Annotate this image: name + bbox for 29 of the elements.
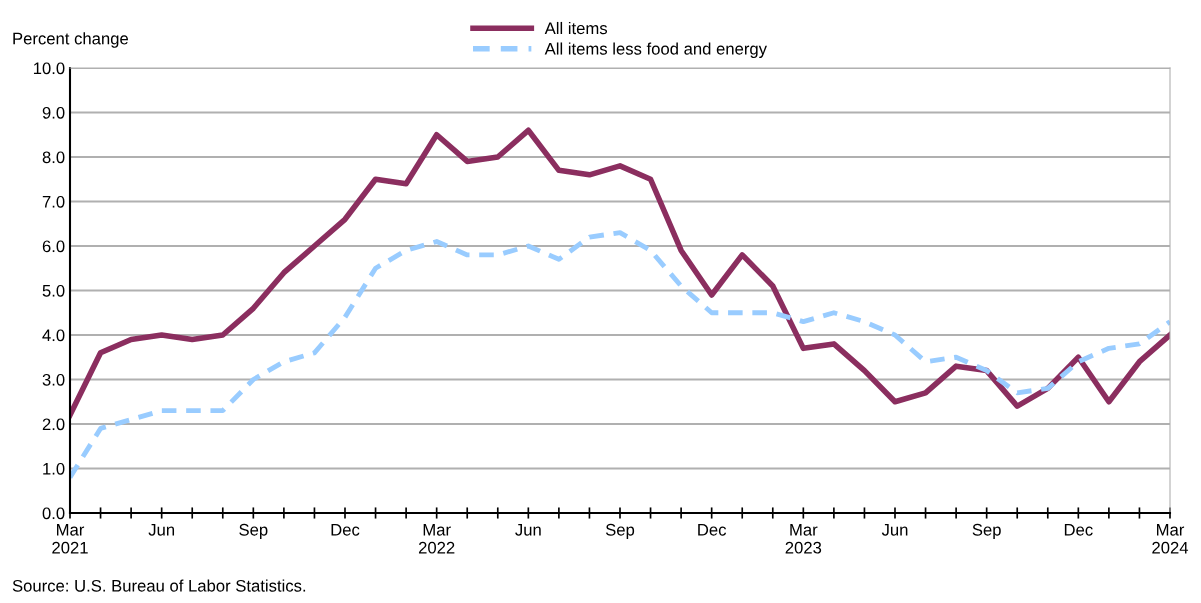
y-tick-label: 1.0	[43, 462, 65, 475]
legend-label: All items	[544, 21, 608, 35]
y-tick-label: 10.0	[33, 62, 65, 75]
y-tick-label: 7.0	[42, 195, 65, 208]
x-tick-label: Sep	[972, 523, 1001, 539]
y-tick-label: 9.0	[42, 106, 65, 119]
y-tick-label: 5.0	[42, 284, 65, 297]
line-series	[70, 230, 1170, 480]
y-tick-label: 6.0	[42, 240, 65, 253]
x-tick-label: Jun	[881, 524, 908, 536]
source-note: Source: U.S. Bureau of Labor Statistics.	[12, 579, 306, 592]
x-tick-label: Sep	[605, 523, 635, 539]
x-tick-label: Mar 2024	[1152, 524, 1189, 554]
y-tick-label: 4.0	[42, 329, 65, 342]
x-tick-label: Jun	[148, 524, 175, 536]
y-tick-label: 8.0	[42, 151, 65, 164]
x-tick-label: Jun	[515, 524, 541, 536]
y-axis-title: Percent change	[13, 32, 129, 48]
x-tick-label: Sep	[239, 523, 268, 539]
x-tick-label: Dec	[331, 524, 360, 536]
x-tick-label: Mar 2022	[418, 524, 455, 554]
x-tick-label: Mar 2023	[785, 524, 822, 554]
x-tick-label: Mar 2021	[52, 524, 88, 554]
y-tick-label: 0.0	[42, 507, 65, 520]
legend-label: All items less food and energy	[544, 42, 767, 58]
y-tick-label: 3.0	[42, 373, 65, 386]
y-tick-label: 2.0	[42, 418, 65, 431]
x-tick-label: Dec	[698, 524, 727, 536]
x-tick-label: Dec	[1064, 524, 1093, 536]
